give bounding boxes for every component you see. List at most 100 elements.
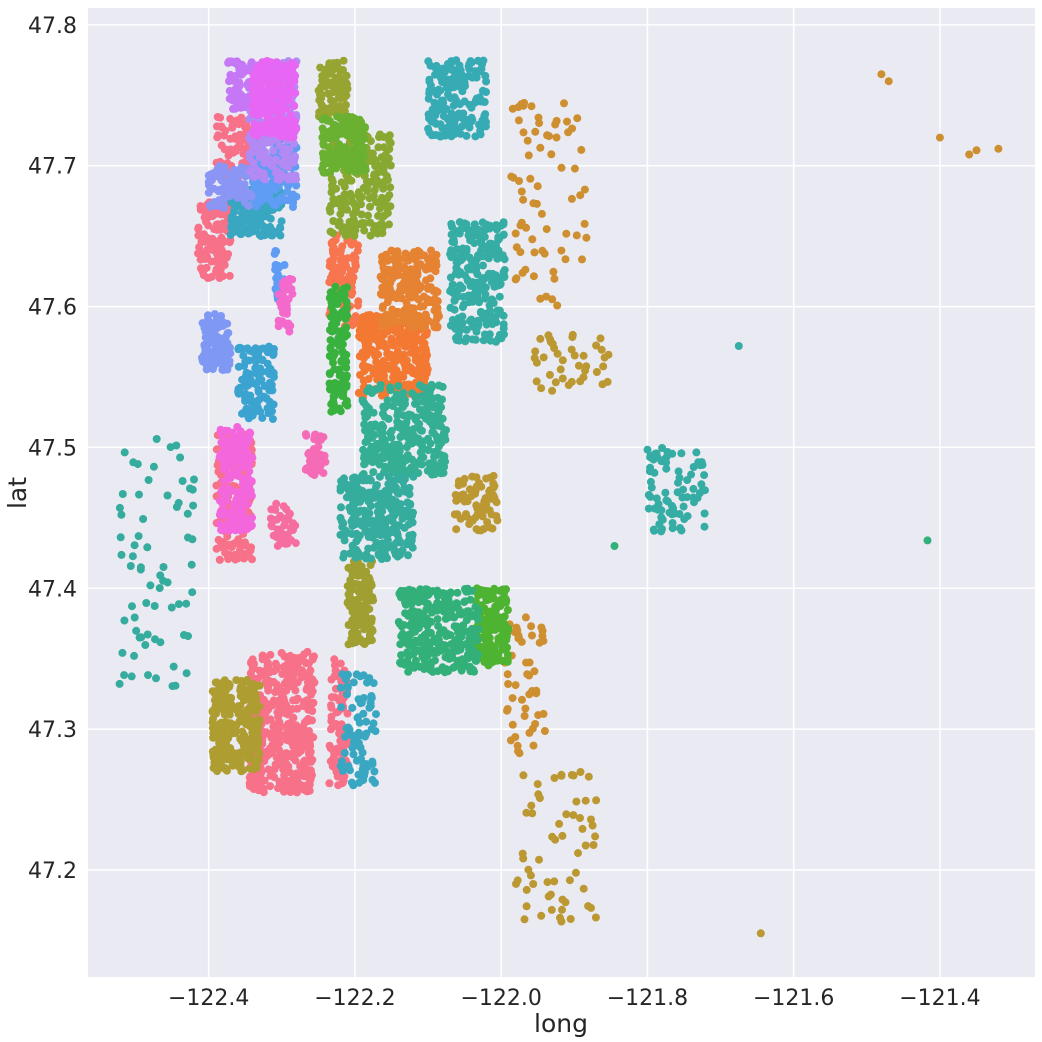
data-point bbox=[403, 274, 412, 283]
data-point bbox=[568, 333, 577, 342]
data-point bbox=[332, 667, 341, 676]
data-point bbox=[325, 149, 334, 158]
data-point bbox=[202, 213, 210, 222]
data-point bbox=[503, 706, 511, 715]
data-point bbox=[352, 756, 361, 765]
data-point bbox=[172, 441, 181, 450]
data-point bbox=[511, 733, 520, 741]
data-point bbox=[410, 310, 419, 319]
data-point bbox=[550, 877, 559, 886]
data-point bbox=[265, 190, 273, 199]
data-point bbox=[126, 562, 135, 570]
data-point bbox=[327, 716, 336, 725]
data-point bbox=[592, 368, 601, 376]
data-point bbox=[354, 188, 363, 197]
data-point bbox=[117, 550, 126, 559]
data-point bbox=[387, 426, 396, 435]
data-point bbox=[366, 427, 375, 436]
data-point bbox=[646, 463, 655, 472]
data-point bbox=[431, 258, 440, 266]
data-point bbox=[404, 551, 412, 560]
data-point bbox=[217, 141, 226, 150]
data-point bbox=[365, 384, 374, 393]
data-point bbox=[235, 344, 244, 353]
data-point bbox=[139, 515, 148, 523]
data-point bbox=[343, 254, 352, 263]
data-point bbox=[238, 727, 247, 736]
data-point bbox=[485, 506, 494, 515]
data-point bbox=[405, 611, 414, 620]
data-point bbox=[180, 631, 188, 639]
data-point bbox=[144, 671, 152, 680]
data-point bbox=[539, 353, 548, 362]
data-point bbox=[368, 449, 377, 458]
data-point bbox=[437, 422, 445, 431]
data-point bbox=[401, 365, 410, 373]
data-point bbox=[176, 453, 185, 462]
data-point bbox=[386, 383, 395, 392]
data-point bbox=[355, 352, 364, 361]
data-point bbox=[599, 362, 608, 371]
data-point bbox=[473, 636, 482, 645]
data-point bbox=[502, 596, 511, 605]
data-point bbox=[473, 510, 482, 519]
data-point bbox=[399, 401, 408, 410]
data-point bbox=[646, 451, 655, 460]
data-point bbox=[494, 233, 503, 242]
data-point bbox=[477, 229, 486, 238]
data-point bbox=[374, 221, 383, 230]
data-point bbox=[468, 586, 477, 595]
data-point bbox=[347, 290, 356, 299]
data-point bbox=[444, 667, 453, 676]
data-point bbox=[156, 571, 165, 580]
data-point bbox=[427, 246, 436, 255]
data-point bbox=[447, 120, 456, 129]
data-point bbox=[293, 678, 302, 687]
data-point bbox=[404, 440, 413, 449]
data-point bbox=[366, 501, 375, 510]
data-point bbox=[143, 630, 152, 639]
data-point bbox=[352, 567, 361, 576]
data-point bbox=[364, 544, 373, 553]
data-point bbox=[462, 247, 471, 255]
data-point bbox=[307, 767, 315, 776]
data-point bbox=[537, 911, 546, 920]
data-point bbox=[386, 311, 395, 320]
data-point bbox=[253, 784, 262, 793]
data-point bbox=[348, 321, 357, 330]
data-point bbox=[239, 766, 248, 775]
data-point bbox=[269, 369, 278, 378]
data-point bbox=[360, 226, 369, 235]
data-point bbox=[412, 370, 421, 379]
data-point bbox=[246, 669, 255, 678]
data-point bbox=[329, 399, 338, 408]
data-point bbox=[477, 65, 486, 74]
data-point bbox=[460, 219, 469, 228]
data-point bbox=[521, 265, 530, 274]
data-point bbox=[482, 474, 491, 483]
data-point bbox=[362, 316, 371, 324]
data-point bbox=[246, 370, 255, 379]
data-point bbox=[700, 471, 709, 480]
data-point bbox=[269, 349, 278, 358]
data-point bbox=[304, 714, 313, 723]
data-point bbox=[537, 384, 546, 393]
data-point bbox=[327, 302, 336, 311]
data-point bbox=[476, 130, 485, 139]
data-point bbox=[372, 332, 381, 341]
data-point bbox=[270, 720, 279, 729]
data-point bbox=[361, 512, 370, 521]
data-point bbox=[255, 666, 264, 675]
data-point bbox=[353, 629, 362, 638]
data-point bbox=[572, 797, 581, 806]
data-point bbox=[276, 223, 285, 232]
data-point bbox=[371, 727, 380, 736]
data-point bbox=[341, 231, 350, 240]
data-point bbox=[467, 103, 476, 112]
data-point bbox=[332, 61, 341, 70]
data-point bbox=[402, 336, 411, 345]
data-point bbox=[362, 717, 371, 726]
data-point bbox=[198, 236, 206, 245]
data-point bbox=[195, 243, 204, 252]
data-point bbox=[466, 667, 475, 676]
